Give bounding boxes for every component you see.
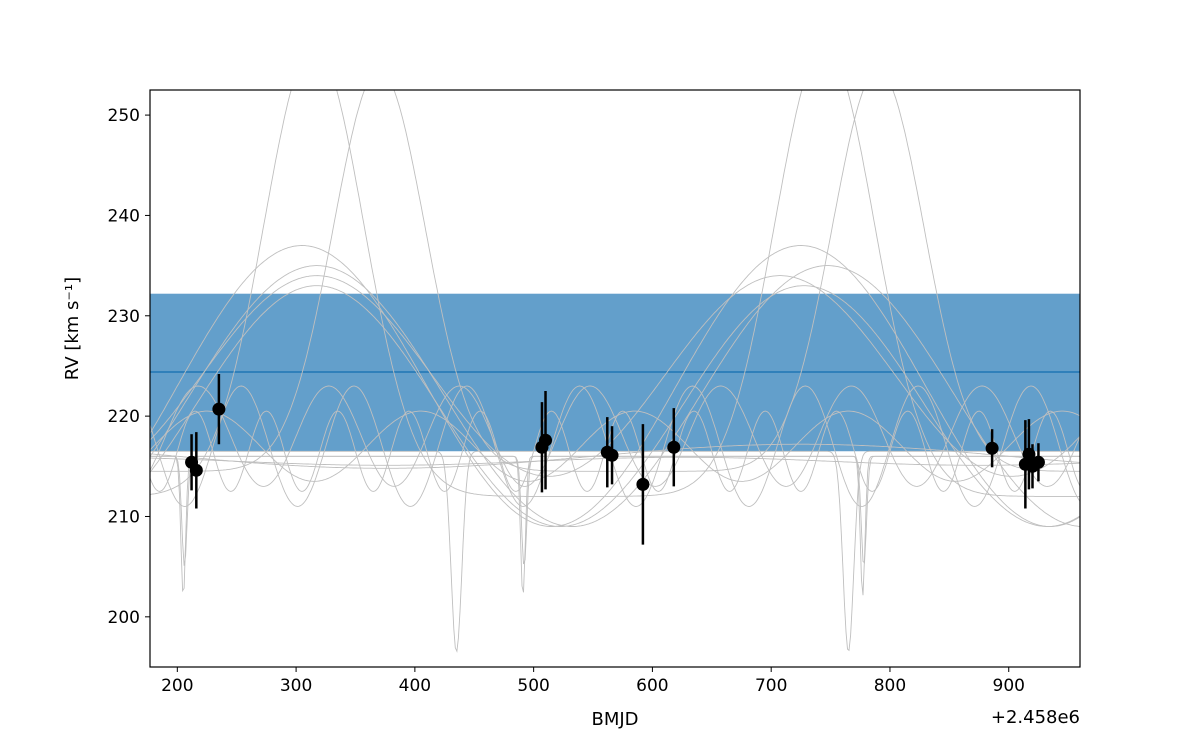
point-marker [667, 440, 681, 454]
data-point [189, 432, 203, 509]
x-tick-label: 500 [517, 676, 549, 696]
model-curve-10 [150, 90, 1080, 472]
x-tick-label: 900 [993, 676, 1025, 696]
ticks-group: 200 300 400 500 600 700 800 900 200 210 220 230 240 2… [108, 106, 1025, 696]
y-tick-label: 200 [108, 608, 140, 628]
data-point [539, 391, 553, 490]
model-curve-3 [150, 285, 1080, 527]
y-tick-label: 230 [108, 307, 140, 327]
model-curve-11 [150, 90, 1080, 497]
point-marker [605, 448, 619, 462]
data-point [636, 424, 650, 545]
credible-band-group [150, 293, 1080, 452]
data-point [605, 426, 619, 485]
x-tick-label: 300 [280, 676, 312, 696]
data-point [667, 408, 681, 487]
point-marker [189, 463, 203, 477]
model-curve-0 [150, 245, 1080, 527]
data-points-group [185, 373, 1045, 545]
y-tick-label: 240 [108, 206, 140, 226]
model-curve-4 [150, 385, 1080, 487]
data-point [985, 429, 999, 468]
point-marker [636, 477, 650, 491]
x-tick-label: 700 [755, 676, 787, 696]
x-tick-label: 200 [161, 676, 193, 696]
model-curve-13 [150, 450, 1080, 653]
point-marker [539, 433, 553, 447]
y-tick-label: 210 [108, 507, 140, 527]
y-axis-label: RV [km s⁻¹] [62, 277, 83, 380]
model-curve-2 [150, 275, 1080, 477]
x-tick-label: 400 [399, 676, 431, 696]
model-curve-7 [150, 410, 1080, 482]
model-curve-12 [150, 455, 1080, 596]
y-tick-label: 250 [108, 106, 140, 126]
point-marker [212, 402, 226, 416]
x-axis-offset-label: +2.458e6 [991, 707, 1080, 728]
y-tick-label: 220 [108, 407, 140, 427]
plot-frame [149, 89, 1081, 668]
x-tick-label: 800 [874, 676, 906, 696]
model-curve-1 [150, 265, 1080, 527]
point-marker [1031, 455, 1045, 469]
data-point [212, 373, 226, 445]
x-tick-label: 600 [636, 676, 668, 696]
data-point [1031, 443, 1045, 482]
model-curve-5 [150, 385, 1080, 507]
point-marker [985, 441, 999, 455]
x-axis-label: BMJD [591, 709, 638, 730]
